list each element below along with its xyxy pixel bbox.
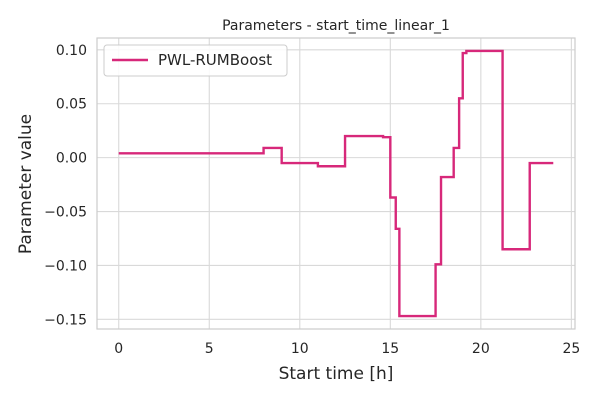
series-group <box>118 49 554 318</box>
x-axis-label: Start time [h] <box>279 364 394 384</box>
y-tick-label: −0.05 <box>44 205 87 221</box>
y-tick-label: 0.05 <box>56 97 87 113</box>
series-line-0 <box>118 49 554 318</box>
y-axis-label: Parameter value <box>16 114 36 254</box>
y-tick-label: 0.10 <box>56 43 87 59</box>
x-tick-label: 10 <box>291 341 309 357</box>
y-tick-label: −0.15 <box>44 312 87 328</box>
x-tick-label: 15 <box>381 341 399 357</box>
x-tick-label: 0 <box>114 341 123 357</box>
x-axis-ticks: 0 5 10 15 20 25 <box>114 341 580 357</box>
y-tick-label: 0.00 <box>56 151 87 167</box>
chart-title: Parameters - start_time_linear_1 <box>222 18 450 34</box>
y-axis-ticks: −0.15 −0.10 −0.05 0.00 0.05 0.10 <box>44 43 87 328</box>
y-tick-label: −0.10 <box>44 258 87 274</box>
legend: PWL-RUMBoost <box>103 44 288 77</box>
legend-label: PWL-RUMBoost <box>158 51 272 69</box>
x-tick-label: 5 <box>205 341 214 357</box>
x-tick-label: 25 <box>562 341 580 357</box>
x-tick-label: 20 <box>472 341 490 357</box>
legend-frame <box>103 44 288 77</box>
plot-area-frame <box>96 37 576 330</box>
